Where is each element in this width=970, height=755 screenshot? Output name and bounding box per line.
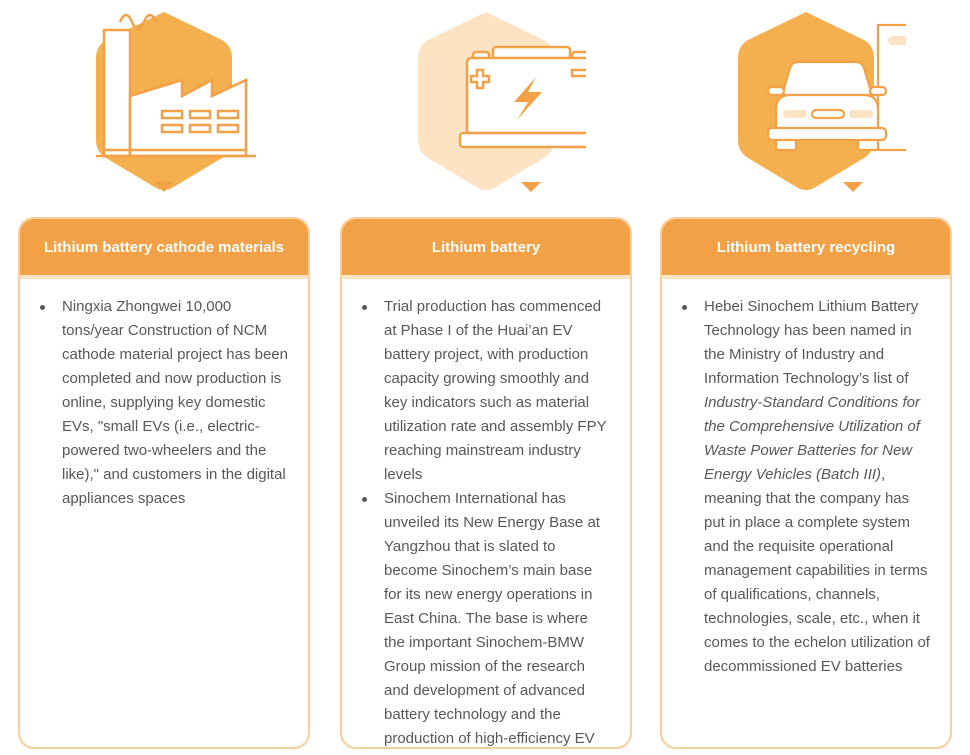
- card-title: Lithium battery cathode materials: [20, 219, 308, 279]
- column-battery: Lithium battery Trial production has com…: [340, 0, 632, 755]
- column-cathode: Lithium battery cathode materials Ningxi…: [18, 0, 310, 755]
- item-italic-title: Industry-Standard Conditions for the Com…: [704, 394, 920, 483]
- card-cathode: Lithium battery cathode materials Ningxi…: [18, 217, 310, 749]
- bullet-list: Hebei Sinochem Lithium Battery Technolog…: [662, 279, 950, 679]
- battery-icon: [418, 12, 586, 192]
- factory-icon: [96, 12, 256, 192]
- column-recycling: Lithium battery recycling Hebei Sinochem…: [660, 0, 952, 755]
- list-item: Sinochem International has unveiled its …: [362, 487, 612, 747]
- card-title: Lithium battery recycling: [662, 219, 950, 279]
- item-text: , meaning that the company has put in pl…: [704, 466, 930, 675]
- card-battery: Lithium battery Trial production has com…: [340, 217, 632, 749]
- bullet-list: Trial production has commenced at Phase …: [342, 279, 630, 747]
- bullet-list: Ningxia Zhongwei 10,000 tons/year Constr…: [20, 279, 308, 511]
- card-recycling: Lithium battery recycling Hebei Sinochem…: [660, 217, 952, 749]
- list-item: Ningxia Zhongwei 10,000 tons/year Constr…: [40, 295, 290, 511]
- card-title: Lithium battery: [342, 219, 630, 279]
- item-text: Hebei Sinochem Lithium Battery Technolog…: [704, 298, 919, 387]
- list-item: Hebei Sinochem Lithium Battery Technolog…: [682, 295, 932, 679]
- car-charging-icon: [738, 12, 906, 192]
- list-item: Trial production has commenced at Phase …: [362, 295, 612, 487]
